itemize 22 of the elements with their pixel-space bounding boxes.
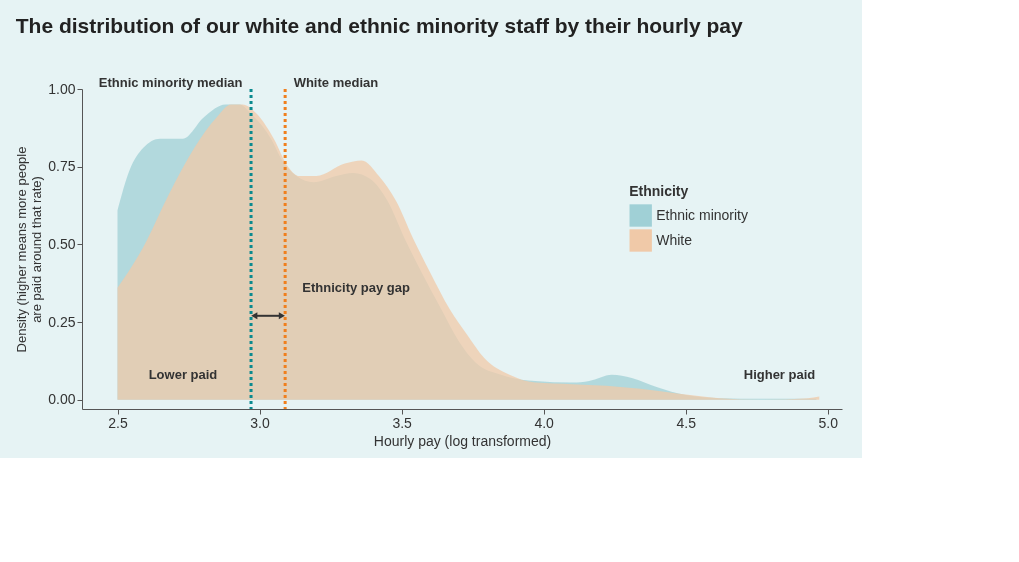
y-tick-label: 0.50	[48, 235, 76, 252]
y-axis-title: Density (higher means more people are paid around that rate)	[14, 146, 45, 353]
x-tick-label: 4.5	[676, 414, 697, 431]
annotation: Ethnicity pay gap	[302, 279, 411, 295]
x-tick-label: 3.0	[250, 414, 271, 431]
y-tick-label: 0.25	[48, 313, 76, 330]
annotation: Higher paid	[743, 366, 816, 382]
chart-title: The distribution of our white and ethnic minority staff by their hourly pay	[15, 13, 743, 37]
ref-line-label: Ethnic minority median	[98, 74, 243, 90]
x-tick-label: 2.5	[108, 414, 128, 431]
x-tick-label: 3.5	[392, 414, 413, 431]
x-tick-label: 5.0	[818, 414, 839, 431]
y-tick-label: 0.00	[48, 391, 76, 408]
legend-label: White	[656, 231, 693, 248]
legend-label: Ethnic minority	[656, 206, 749, 223]
x-tick-label: 4.0	[534, 414, 555, 431]
annotation: Lower paid	[148, 366, 218, 382]
x-axis-title: Hourly pay (log transformed)	[373, 432, 552, 449]
ref-line-label: White median	[293, 74, 379, 90]
legend-title: Ethnicity	[629, 183, 689, 199]
y-tick-label: 1.00	[48, 80, 76, 97]
y-tick-label: 0.75	[48, 158, 76, 175]
